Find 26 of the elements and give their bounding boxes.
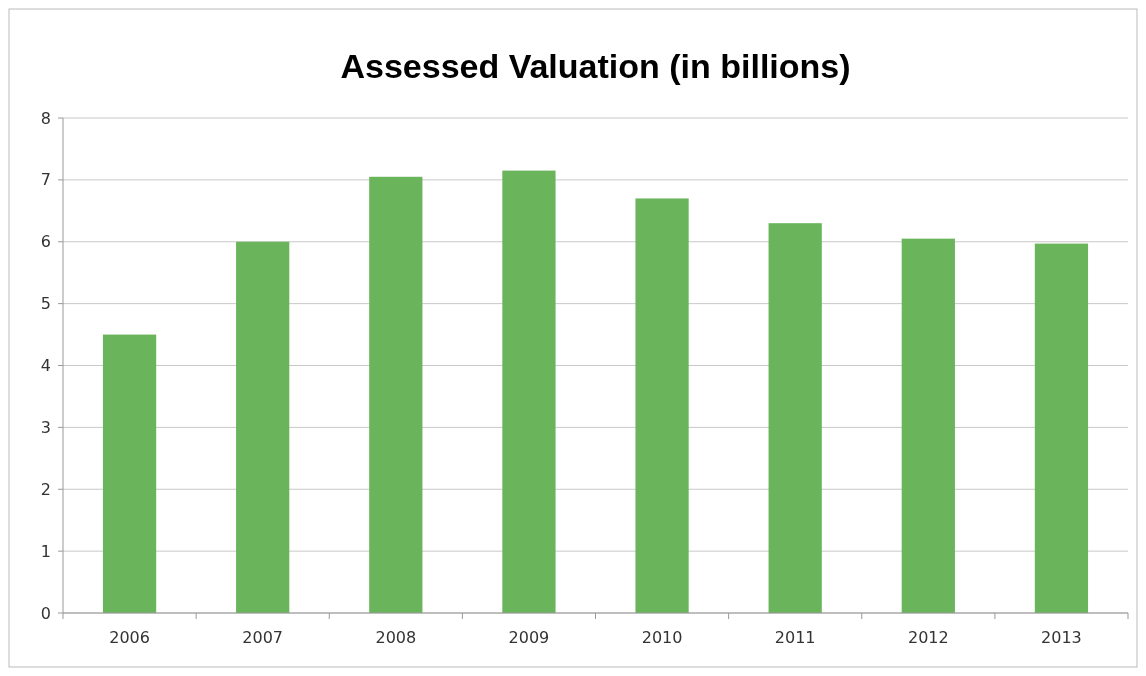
chart-title: Assessed Valuation (in billions) bbox=[340, 47, 851, 85]
bar bbox=[635, 198, 689, 613]
x-tick-label: 2006 bbox=[109, 628, 150, 647]
bar bbox=[369, 176, 423, 613]
y-tick-label: 0 bbox=[40, 603, 51, 623]
y-tick-label: 1 bbox=[40, 541, 51, 561]
x-tick-label: 2009 bbox=[508, 628, 550, 647]
bar bbox=[901, 238, 955, 613]
bar bbox=[768, 223, 822, 613]
y-tick-label: 2 bbox=[40, 479, 51, 499]
y-tick-label: 4 bbox=[40, 356, 51, 376]
y-tick-label: 5 bbox=[40, 294, 51, 314]
y-tick-label: 7 bbox=[40, 170, 51, 190]
x-tick-label: 2008 bbox=[375, 628, 417, 647]
x-tick-label: 2010 bbox=[641, 628, 683, 647]
x-tick-label: 2011 bbox=[774, 628, 816, 647]
bar bbox=[1034, 243, 1089, 613]
x-tick-label: 2012 bbox=[907, 628, 949, 647]
bar bbox=[236, 241, 290, 613]
y-tick-label: 3 bbox=[40, 417, 51, 437]
y-tick-label: 6 bbox=[40, 232, 51, 252]
x-tick-label: 2013 bbox=[1041, 628, 1082, 647]
bar bbox=[102, 334, 157, 613]
x-tick-label: 2007 bbox=[242, 628, 284, 647]
y-tick-label: 8 bbox=[40, 108, 51, 128]
bar bbox=[502, 170, 556, 613]
